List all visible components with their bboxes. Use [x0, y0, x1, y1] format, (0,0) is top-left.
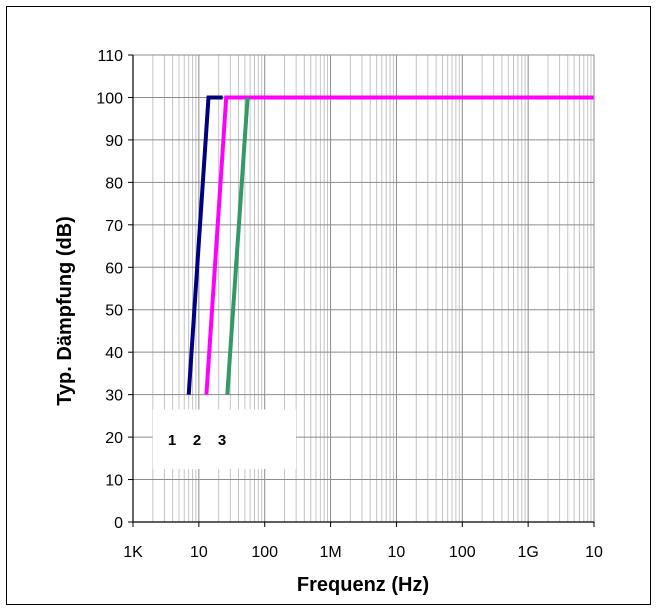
- x-tick-label: 1K: [123, 544, 143, 561]
- series-line-2: [204, 95, 594, 395]
- legend-box: [152, 409, 297, 469]
- x-tick-label: 10: [190, 544, 208, 561]
- chart-frame: [6, 6, 651, 605]
- y-tick-label: 70: [105, 218, 123, 235]
- series-line-1: [186, 95, 223, 395]
- x-tick-label: 10: [585, 544, 603, 561]
- y-tick-label: 100: [96, 90, 123, 107]
- x-tick-label: 100: [251, 544, 278, 561]
- legend-label-3: 3: [218, 432, 226, 449]
- series-layer: [186, 95, 594, 395]
- y-tick-label: 10: [105, 473, 123, 490]
- x-tick-label: 1G: [517, 544, 538, 561]
- y-tick-label: 20: [105, 430, 123, 447]
- y-tick-label: 90: [105, 133, 123, 150]
- legend-label-2: 2: [193, 432, 201, 449]
- y-tick-label: 60: [105, 260, 123, 277]
- y-tick-label: 50: [105, 303, 123, 320]
- x-tick-label: 10: [388, 544, 406, 561]
- series-line-3: [225, 97, 250, 395]
- y-axis-title: Typ. Dämpfung (dB): [54, 216, 76, 406]
- y-tick-label: 30: [105, 388, 123, 405]
- x-axis-title: Frequenz (Hz): [297, 574, 429, 596]
- y-tick-label: 40: [105, 345, 123, 362]
- y-tick-label: 80: [105, 175, 123, 192]
- x-tick-label: 1M: [319, 544, 341, 561]
- x-tick-label: 100: [449, 544, 476, 561]
- y-tick-label: 0: [114, 515, 123, 532]
- axes: [128, 54, 595, 527]
- legend-label-1: 1: [168, 432, 176, 449]
- y-tick-label: 110: [97, 48, 123, 65]
